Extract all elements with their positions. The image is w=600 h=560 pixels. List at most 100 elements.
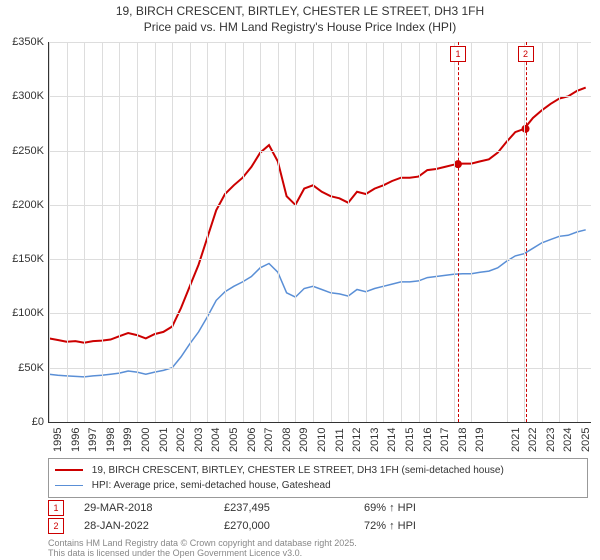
marker-date-1: 29-MAR-2018 [84,502,224,514]
marker-box-2: 2 [518,46,534,62]
chart-container: 19, BIRCH CRESCENT, BIRTLEY, CHESTER LE … [0,0,600,560]
x-tick-label: 2004 [210,428,222,452]
x-tick-label: 2010 [316,428,328,452]
marker-row-1: 1 29-MAR-2018 £237,495 69% ↑ HPI [48,500,588,516]
gridline-v [559,42,560,422]
gridline-v [225,42,226,422]
marker-price-2: £270,000 [224,520,364,532]
gridline-v [383,42,384,422]
gridline-v [542,42,543,422]
x-tick-label: 2008 [281,428,293,452]
x-tick-label: 2024 [562,428,574,452]
x-tick-label: 2018 [457,428,469,452]
gridline-v [401,42,402,422]
footnote: Contains HM Land Registry data © Crown c… [48,538,357,559]
x-tick-label: 2022 [527,428,539,452]
gridline-v [436,42,437,422]
title-line-2: Price paid vs. HM Land Registry's House … [0,20,600,36]
x-tick-label: 1997 [87,428,99,452]
gridline-h [49,151,591,152]
gridline-v [454,42,455,422]
marker-vline-1 [458,42,459,422]
legend-item-hpi: HPI: Average price, semi-detached house,… [55,478,581,493]
y-tick-label: £50K [4,362,44,374]
gridline-v [207,42,208,422]
gridline-v [471,42,472,422]
x-tick-label: 1996 [70,428,82,452]
gridline-v [419,42,420,422]
x-tick-label: 2006 [246,428,258,452]
gridline-v [119,42,120,422]
title-line-1: 19, BIRCH CRESCENT, BIRTLEY, CHESTER LE … [0,4,600,20]
marker-vline-2 [526,42,527,422]
gridline-v [243,42,244,422]
gridline-v [331,42,332,422]
y-tick-label: £200K [4,199,44,211]
y-tick-label: £250K [4,145,44,157]
y-tick-label: £350K [4,36,44,48]
gridline-v [102,42,103,422]
gridline-h [49,313,591,314]
gridline-v [190,42,191,422]
legend-swatch-hpi [55,485,83,486]
chart-title: 19, BIRCH CRESCENT, BIRTLEY, CHESTER LE … [0,0,600,35]
marker-price-1: £237,495 [224,502,364,514]
gridline-v [137,42,138,422]
gridline-v [67,42,68,422]
x-tick-label: 1999 [122,428,134,452]
x-tick-label: 1995 [52,428,64,452]
x-tick-label: 2012 [351,428,363,452]
gridline-v [172,42,173,422]
marker-delta-2: 72% ↑ HPI [364,520,504,532]
x-tick-label: 2000 [140,428,152,452]
gridline-h [49,96,591,97]
x-tick-label: 2025 [580,428,592,452]
x-tick-label: 2013 [369,428,381,452]
gridline-v [49,42,50,422]
x-tick-label: 2001 [158,428,170,452]
marker-badge-1: 1 [48,500,64,516]
legend-item-price: 19, BIRCH CRESCENT, BIRTLEY, CHESTER LE … [55,463,581,478]
series-hpi [49,230,586,377]
x-tick-label: 2002 [175,428,187,452]
y-tick-label: £150K [4,253,44,265]
footnote-line-2: This data is licensed under the Open Gov… [48,548,357,558]
marker-box-1: 1 [450,46,466,62]
y-tick-label: £100K [4,307,44,319]
gridline-v [84,42,85,422]
y-tick-label: £300K [4,90,44,102]
gridline-v [155,42,156,422]
footnote-line-1: Contains HM Land Registry data © Crown c… [48,538,357,548]
gridline-v [295,42,296,422]
gridline-v [577,42,578,422]
x-tick-label: 2009 [298,428,310,452]
gridline-h [49,205,591,206]
x-tick-label: 1998 [105,428,117,452]
plot-area: 12 [48,42,591,423]
x-tick-label: 2023 [545,428,557,452]
legend: 19, BIRCH CRESCENT, BIRTLEY, CHESTER LE … [48,458,588,498]
legend-label-price: 19, BIRCH CRESCENT, BIRTLEY, CHESTER LE … [92,465,504,476]
gridline-h [49,368,591,369]
line-series-svg [49,42,591,422]
x-tick-label: 2014 [386,428,398,452]
x-tick-label: 2017 [439,428,451,452]
y-tick-label: £0 [4,416,44,428]
gridline-v [313,42,314,422]
marker-date-2: 28-JAN-2022 [84,520,224,532]
x-tick-label: 2015 [404,428,416,452]
gridline-v [507,42,508,422]
x-tick-label: 2005 [228,428,240,452]
legend-label-hpi: HPI: Average price, semi-detached house,… [92,480,331,491]
x-tick-label: 2011 [334,428,346,452]
marker-row-2: 2 28-JAN-2022 £270,000 72% ↑ HPI [48,518,588,534]
gridline-h [49,42,591,43]
x-tick-label: 2021 [510,428,522,452]
x-tick-label: 2016 [422,428,434,452]
marker-delta-1: 69% ↑ HPI [364,502,504,514]
gridline-h [49,259,591,260]
series-price_paid [49,88,586,343]
x-tick-label: 2003 [193,428,205,452]
gridline-v [260,42,261,422]
marker-badge-2: 2 [48,518,64,534]
